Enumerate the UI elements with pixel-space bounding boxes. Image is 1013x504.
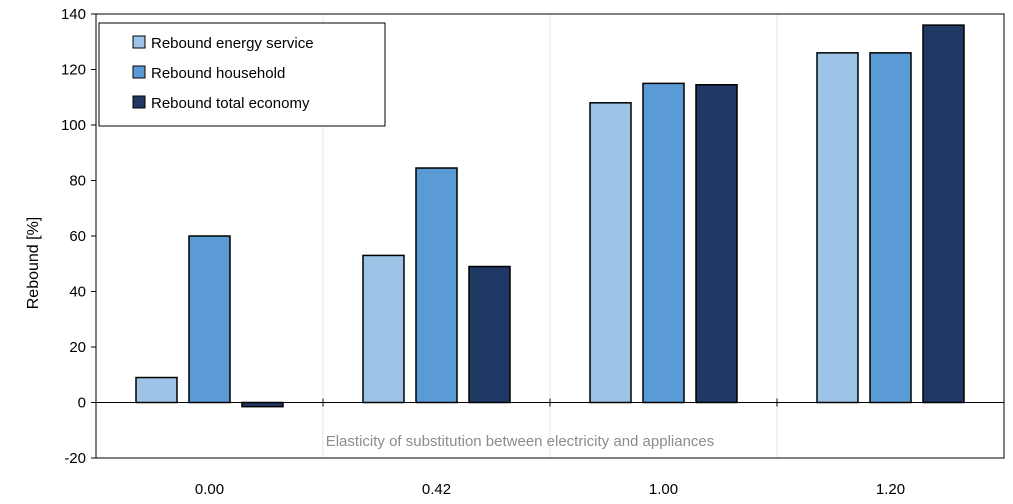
x-axis-annotation: Elasticity of substitution between elect… xyxy=(326,433,715,450)
x-tick-label: 0.42 xyxy=(422,481,451,498)
y-tick-label: 120 xyxy=(61,62,86,79)
bar xyxy=(642,82,685,404)
legend-box xyxy=(98,22,386,127)
x-tick-labels: 0.00 0.42 1.00 1.20 xyxy=(195,481,905,498)
bar xyxy=(468,265,511,404)
legend-label: Rebound household xyxy=(151,65,285,82)
bar xyxy=(816,52,859,404)
legend-label: Rebound energy service xyxy=(151,35,314,52)
y-tick-label: 0 xyxy=(78,395,86,412)
bar xyxy=(188,235,231,404)
bar xyxy=(241,401,284,408)
bar xyxy=(869,52,912,404)
y-tick-label: 140 xyxy=(61,6,86,23)
x-tick-label: 1.20 xyxy=(876,481,905,498)
y-tick-label: -20 xyxy=(64,450,86,467)
bars xyxy=(135,24,965,408)
y-axis-title: Rebound [%] xyxy=(25,217,42,310)
bar xyxy=(922,24,965,404)
y-tick-label: 80 xyxy=(69,173,86,190)
legend: Rebound energy service Rebound household R… xyxy=(98,22,386,127)
y-tick-label: 20 xyxy=(69,339,86,356)
y-tick-label: 40 xyxy=(69,284,86,301)
x-tick-label: 1.00 xyxy=(649,481,678,498)
legend-swatch xyxy=(132,35,146,49)
y-tick-label: 100 xyxy=(61,117,86,134)
bar xyxy=(589,102,632,404)
bar xyxy=(362,254,405,404)
legend-swatch xyxy=(132,65,146,79)
y-tick-labels: -20 0 20 40 60 80 100 120 140 xyxy=(61,6,96,467)
y-tick-label: 60 xyxy=(69,228,86,245)
legend-swatch xyxy=(132,95,146,109)
legend-label: Rebound total economy xyxy=(151,95,310,112)
bar xyxy=(695,84,738,404)
bar xyxy=(135,376,178,404)
bar xyxy=(415,167,458,404)
x-tick-label: 0.00 xyxy=(195,481,224,498)
